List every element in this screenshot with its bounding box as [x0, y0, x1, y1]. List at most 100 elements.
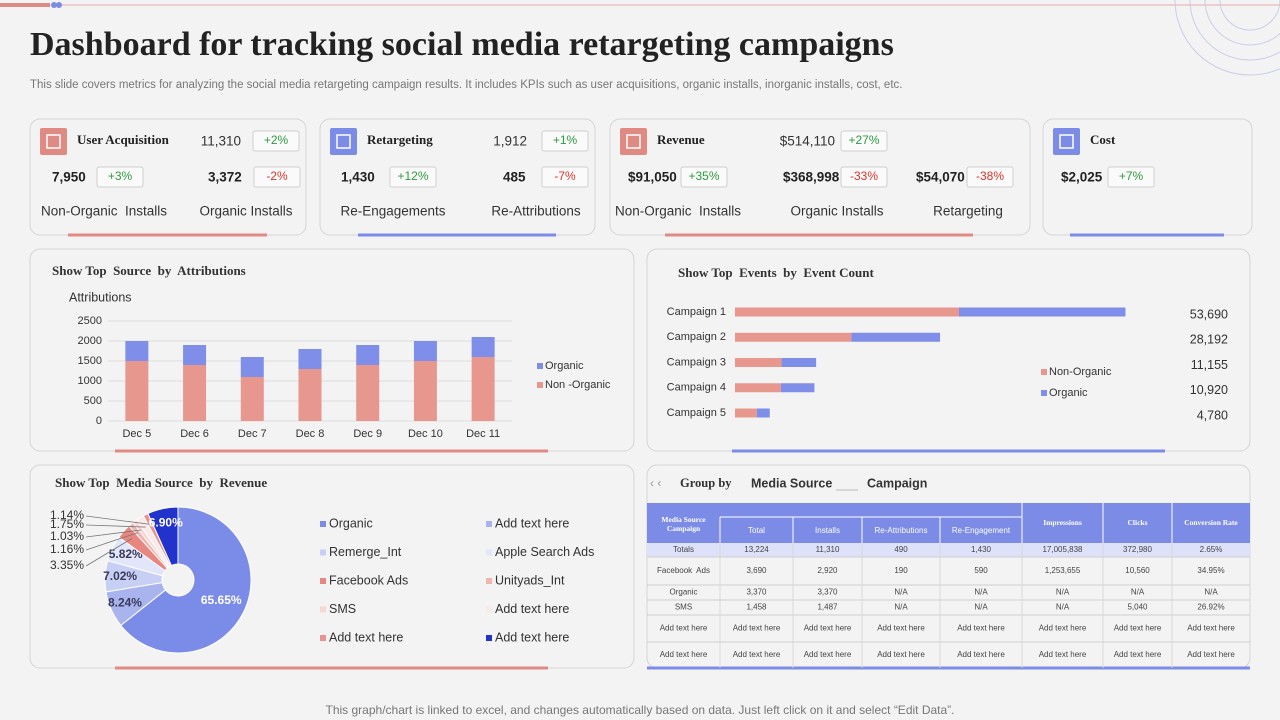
table-cell: N/A: [1204, 588, 1218, 597]
bar-segment: [356, 345, 380, 365]
header-cell: Installs: [815, 525, 840, 535]
chevrons: ‹ ‹: [650, 476, 661, 490]
change-value: -2%: [266, 169, 288, 183]
legend-label: Facebook Ads: [329, 573, 408, 587]
table-cell: 490: [894, 545, 908, 554]
bar-segment: [780, 383, 815, 393]
slice-label: 5.82%: [109, 547, 143, 561]
group-by-label: Media Source: [751, 476, 832, 490]
change-badge: [680, 166, 728, 188]
table-cell: Add text here: [804, 650, 852, 659]
card-icon-glyph: [1059, 134, 1074, 149]
card-value: 1,912: [493, 134, 527, 149]
legend-swatch: [1041, 369, 1047, 375]
legend-label: SMS: [329, 602, 356, 616]
x-tick-label: Dec 11: [466, 428, 500, 440]
donut-slice: [120, 506, 252, 654]
decor-rings: [1174, 0, 1280, 76]
legend-swatch: [320, 606, 326, 613]
table-cell: 1,487: [817, 603, 838, 612]
item-value: 3,372: [208, 170, 242, 185]
change-value: -38%: [976, 169, 1004, 183]
table-cell: Add text here: [660, 624, 708, 633]
card-value: $514,110: [780, 134, 835, 149]
legend-swatch: [537, 382, 543, 388]
item-label: Organic Installs: [790, 204, 883, 219]
chart-title: Show Top Events by Event Count: [678, 265, 874, 280]
legend-swatch: [320, 578, 326, 584]
top-dot: [56, 2, 62, 8]
table-cell: Add text here: [804, 624, 852, 633]
slice-label: 8.24%: [108, 596, 142, 610]
table-cell: Add text here: [1114, 650, 1162, 659]
bar-segment: [756, 408, 770, 418]
card-icon: [40, 128, 67, 155]
y-tick-label: 1500: [78, 355, 102, 367]
header-cell-box: Total: [748, 526, 765, 535]
change-badge: [1107, 166, 1155, 188]
y-tick-label: 500: [84, 395, 102, 407]
header-cell-box: Re-Engagement: [952, 526, 1010, 535]
change-value: +12%: [397, 169, 428, 183]
leader-line: [85, 532, 139, 551]
y-axis-title: Attributions: [69, 290, 132, 304]
table-cell: 17,005,838: [1042, 545, 1083, 554]
header-cell-box: Impressions: [1043, 518, 1082, 527]
table-cell: 11,310: [816, 545, 840, 554]
group-by-label: Group by: [680, 476, 732, 490]
card-icon: [1053, 128, 1080, 155]
change-badge: [541, 130, 589, 152]
slice-label: 1.14%: [50, 508, 84, 522]
change-badge: [840, 130, 888, 152]
header-cell: Re-Attributions: [874, 525, 928, 535]
legend-swatch: [320, 549, 326, 556]
bar-segment: [735, 383, 781, 393]
bar-segment: [735, 307, 959, 317]
table-cell: Add text here: [733, 650, 781, 659]
legend-label: Add text here: [495, 630, 569, 644]
legend-label: Apple Search Ads: [495, 545, 594, 559]
table-cell: N/A: [894, 588, 908, 597]
change-badge: [389, 166, 437, 188]
page-title: Dashboard for tracking social media reta…: [30, 26, 894, 63]
card-icon-glyph: [46, 134, 61, 149]
table-cell: 13,224: [744, 545, 769, 554]
table-cell: Add text here: [1039, 624, 1087, 633]
card-icon: [620, 128, 647, 155]
x-tick-label: Dec 9: [353, 428, 382, 440]
table-cell: Organic: [669, 588, 697, 597]
slice-label: 1.16%: [50, 542, 84, 556]
legend-label: Add text here: [495, 516, 569, 530]
y-tick-label: 0: [96, 415, 102, 427]
bar-segment: [240, 357, 264, 377]
item-value: 485: [503, 170, 526, 185]
change-badge: [840, 166, 888, 188]
table-cell: Add text here: [660, 650, 708, 659]
group-by-label: Campaign: [867, 476, 927, 490]
total-label: 10,920: [1190, 383, 1228, 397]
card-title: Retargeting: [367, 132, 433, 147]
legend-swatch: [486, 635, 492, 641]
card-icon-glyph: [626, 134, 641, 149]
legend-label: Unityads_Int: [495, 573, 565, 587]
x-tick-label: Dec 5: [122, 428, 151, 440]
slice-label: 7.02%: [103, 569, 137, 583]
legend-label: Non-Organic: [1049, 366, 1112, 378]
item-label: Retargeting: [933, 204, 1003, 219]
bar-segment: [183, 345, 207, 365]
y-tick-label: Campaign 4: [667, 382, 726, 394]
header-cell-box: Installs: [815, 525, 840, 535]
item-label: Non-Organic Installs: [41, 204, 167, 219]
table-cell: 1,253,655: [1045, 566, 1081, 575]
bar-segment: [413, 361, 437, 421]
header-cell: Media Source Campaign: [661, 515, 706, 533]
item-value: 7,950: [52, 170, 86, 185]
card-icon-glyph: [336, 134, 351, 149]
y-tick-label: Campaign 3: [667, 356, 726, 368]
bar-segment: [298, 349, 322, 369]
leader-line: [85, 538, 132, 567]
bar-segment: [413, 341, 437, 361]
chart-title: Show Top Source by Attributions: [52, 263, 246, 278]
table-cell: Facebook Ads: [657, 566, 710, 575]
x-tick-label: Dec 6: [180, 428, 209, 440]
